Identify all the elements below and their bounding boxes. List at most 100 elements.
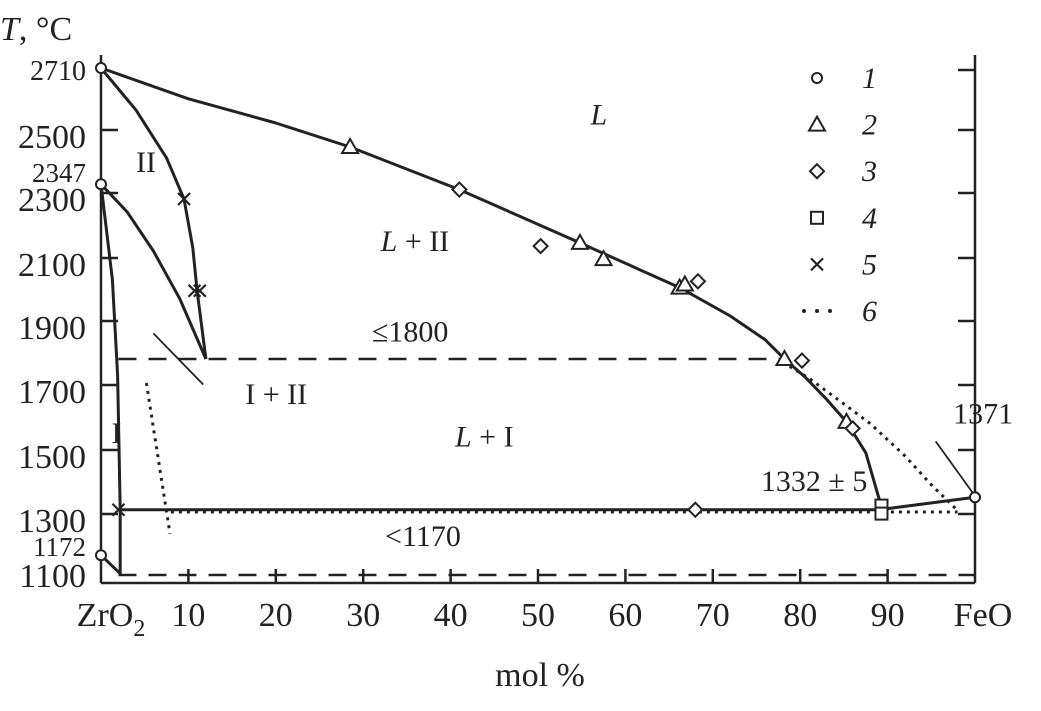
region-label-text: L xyxy=(454,420,472,453)
legend-diamond-icon xyxy=(808,162,826,180)
triangle-marker xyxy=(570,232,590,250)
circle-marker xyxy=(95,178,107,191)
y-tick-label: 1500 xyxy=(18,439,86,476)
legend: 1 2 3 4 5 6 xyxy=(802,62,877,328)
legend-label: 1 xyxy=(862,62,877,95)
axes-frame: ZrO2 10 20 30 40 50 60 70 80 90 FeO271025002347230… xyxy=(18,55,1012,642)
region-label: L + I xyxy=(454,420,514,453)
x-tick-label: 60 xyxy=(608,597,642,634)
region-label-text: L xyxy=(589,99,607,132)
y-tick-label: 1100 xyxy=(19,558,86,595)
region-label: ≤1800 xyxy=(372,315,448,348)
x-tick-label-text: 80 xyxy=(783,597,817,634)
y-tick-label: 2100 xyxy=(18,247,86,284)
x-tick-label-text: 30 xyxy=(346,597,380,634)
legend-circle-icon xyxy=(811,72,823,84)
y-tick-label: 2710 xyxy=(30,56,86,87)
legend-dots-icon xyxy=(802,309,832,313)
diamond-marker xyxy=(686,501,704,519)
region-label: I xyxy=(111,417,121,450)
legend-dot xyxy=(815,309,819,313)
region-label: L xyxy=(589,99,607,132)
region-label: L + II xyxy=(380,225,450,258)
region-label-text: <1170 xyxy=(385,520,461,553)
x-axis-title: mol % xyxy=(495,657,585,694)
solid-boundary-line xyxy=(881,495,976,511)
x-tick-label: 40 xyxy=(434,597,468,634)
y-tick-label: 2300 xyxy=(18,182,86,219)
x-tick-label: FeO xyxy=(954,597,1013,634)
region-label: II xyxy=(136,146,156,179)
y-axis-title: T, °C xyxy=(0,11,72,48)
solid-boundary-line xyxy=(99,183,208,360)
data-markers xyxy=(95,62,981,562)
y-tick-label: 2500 xyxy=(18,119,86,156)
legend-cross-icon xyxy=(810,257,824,272)
diamond-marker xyxy=(793,352,811,370)
circle-marker xyxy=(969,491,981,504)
legend-dot xyxy=(828,309,832,313)
thin-boundary-line xyxy=(152,332,204,386)
cross-marker xyxy=(111,502,126,517)
x-tick-label: 10 xyxy=(171,597,205,634)
triangle-marker xyxy=(675,274,695,292)
x-tick-label-text: ZrO xyxy=(77,597,134,634)
legend-label: 6 xyxy=(862,295,877,328)
x-tick-label-text: 60 xyxy=(608,597,642,634)
x-tick-label: 70 xyxy=(696,597,730,634)
region-label-text: II xyxy=(136,146,156,179)
region-label: <1170 xyxy=(385,520,461,553)
dotted-boundary-line xyxy=(144,382,172,535)
x-tick-label-text: 50 xyxy=(521,597,555,634)
square-marker xyxy=(874,506,889,521)
y-tick-label: 1300 xyxy=(18,503,86,540)
diamond-marker xyxy=(844,419,862,437)
region-label: I + II xyxy=(245,378,307,411)
legend-triangle-icon xyxy=(807,114,827,132)
x-tick-label-text: 10 xyxy=(171,597,205,634)
triangle-marker xyxy=(774,348,795,366)
circle-marker xyxy=(95,549,107,562)
x-tick-label: 50 xyxy=(521,597,555,634)
region-label-text: 1371 xyxy=(953,398,1013,431)
x-tick-label: ZrO2 xyxy=(77,597,146,642)
x-tick-label-text: 40 xyxy=(434,597,468,634)
y-tick-label: 1900 xyxy=(18,310,86,347)
legend-label: 3 xyxy=(861,155,877,188)
thin-boundary-line xyxy=(934,440,976,497)
legend-square-icon xyxy=(810,210,824,225)
circle-marker xyxy=(95,62,107,74)
legend-label: 5 xyxy=(862,248,877,281)
x-tick-label-subscript: 2 xyxy=(133,616,145,642)
y-tick-label: 2347 xyxy=(32,158,86,188)
x-tick-label-text: FeO xyxy=(954,597,1013,634)
x-tick-label-text: 70 xyxy=(696,597,730,634)
region-label: 1371 xyxy=(953,398,1013,431)
legend-dot xyxy=(802,309,806,313)
region-label-text: 1332 ± 5 xyxy=(761,465,867,498)
triangle-marker xyxy=(340,137,360,155)
dotted-boundary-line xyxy=(781,360,959,512)
legend-label: 2 xyxy=(862,109,877,142)
x-tick-label: 20 xyxy=(259,597,293,634)
x-tick-label: 80 xyxy=(783,597,817,634)
x-tick-label: 90 xyxy=(871,597,905,634)
cross-marker xyxy=(192,283,207,298)
solid-boundary-line xyxy=(100,66,883,508)
diamond-marker xyxy=(450,181,468,198)
region-label-text: I + II xyxy=(245,378,307,411)
region-label: 1332 ± 5 xyxy=(761,465,867,498)
y-tick-label: 1700 xyxy=(18,374,86,411)
diamond-marker xyxy=(532,237,550,255)
region-label-text: I xyxy=(111,417,121,450)
region-label-text: L xyxy=(380,225,398,258)
region-label-suffix: + II xyxy=(397,225,449,258)
y-tick-label: 1172 xyxy=(33,532,86,562)
region-label-text: ≤1800 xyxy=(372,315,448,348)
legend-label: 4 xyxy=(862,202,877,235)
cross-marker xyxy=(187,283,202,298)
x-tick-label-text: 20 xyxy=(259,597,293,634)
diamond-marker xyxy=(689,272,707,290)
